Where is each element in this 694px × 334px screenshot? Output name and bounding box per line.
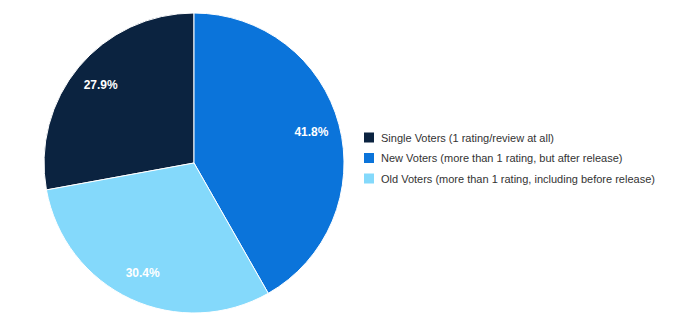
data-label: 41.8% [294,125,328,139]
legend-label: Old Voters (more than 1 rating, includin… [381,173,655,185]
chart: 27.9% 41.8% 30.4% Single Voters (1 rating/r… [0,0,694,334]
legend-swatch [364,174,374,184]
legend-item: Single Voters (1 rating/review at all) [364,132,554,144]
legend-item: Old Voters (more than 1 rating, includin… [364,173,655,185]
legend-label: New Voters (more than 1 rating, but afte… [381,152,623,164]
data-label: 30.4% [126,266,160,280]
pie-slice [44,13,194,190]
legend: Single Voters (1 rating/review at all) Ne… [364,132,655,185]
pie-slice [46,163,268,313]
legend-swatch [364,133,374,143]
legend-label: Single Voters (1 rating/review at all) [381,132,554,144]
legend-swatch [364,153,374,163]
data-label: 27.9% [84,78,118,92]
legend-item: New Voters (more than 1 rating, but afte… [364,152,623,164]
pie: 27.9% 41.8% 30.4% [44,13,344,313]
